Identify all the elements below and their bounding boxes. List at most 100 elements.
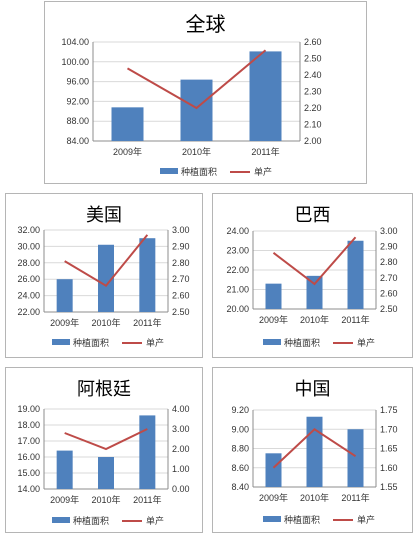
x-tick-label: 2009年	[113, 146, 142, 157]
y-right-tick-label: 2.10	[304, 120, 322, 130]
legend-bar-label: 种植面积	[284, 514, 320, 526]
y-left-tick-label: 9.00	[231, 424, 249, 434]
y-left-tick-label: 92.00	[66, 96, 89, 106]
y-left-tick-label: 24.00	[17, 291, 40, 301]
y-left-tick-label: 22.00	[17, 307, 40, 317]
y-left-tick-label: 88.00	[66, 116, 89, 126]
bar-2011年	[347, 429, 364, 487]
bar-2010年	[98, 457, 114, 489]
legend-bar-label: 种植面积	[73, 337, 109, 349]
chart-title: 美国	[86, 205, 122, 226]
y-right-tick-label: 2.50	[380, 304, 398, 314]
chart-svg-usa: 22.00 24.00 26.00 28.00 30.00 32.00 2.50 2.60 2.…	[17, 225, 190, 349]
chart-panel-brazil: 巴西 20.00 21.00 22.00 23.00 24.00 2.50 2.60 2.70…	[212, 193, 413, 358]
y-left-tick-label: 15.00	[17, 468, 40, 478]
y-left-tick-label: 8.60	[231, 463, 249, 473]
y-right-tick-label: 2.80	[380, 257, 398, 267]
y-right-tick-label: 2.30	[304, 87, 322, 97]
bar-2011年	[249, 51, 282, 141]
y-right-tick-label: 2.60	[172, 291, 190, 301]
y-right-tick-label: 1.60	[380, 463, 398, 473]
y-left-tick-label: 8.40	[231, 482, 249, 492]
bar-2009年	[111, 107, 144, 141]
x-tick-label: 2009年	[50, 317, 79, 328]
y-left-tick-label: 14.00	[17, 484, 40, 494]
legend-line-label: 单产	[357, 514, 375, 526]
y-right-tick-label: 2.00	[304, 136, 322, 146]
chart-title: 全球	[185, 12, 226, 36]
y-right-tick-label: 0.00	[172, 484, 190, 494]
y-left-tick-label: 100.00	[61, 57, 89, 67]
y-left-tick-label: 18.00	[17, 420, 40, 430]
x-tick-label: 2011年	[251, 146, 279, 157]
y-right-tick-label: 3.00	[172, 225, 190, 235]
x-tick-label: 2010年	[91, 494, 120, 505]
chart-title: 中国	[294, 379, 331, 400]
x-tick-label: 2010年	[91, 317, 120, 328]
bar-2010年	[306, 416, 323, 487]
bar-2009年	[56, 279, 73, 312]
y-left-tick-label: 16.00	[17, 452, 40, 462]
chart-title: 巴西	[294, 205, 331, 226]
legend-bar-swatch	[52, 339, 70, 345]
x-tick-label: 2011年	[133, 317, 161, 328]
legend-line-label: 单产	[254, 166, 272, 178]
y-left-tick-label: 32.00	[17, 225, 40, 235]
bar-2009年	[265, 283, 282, 309]
chart-svg-china: 8.40 8.60 8.80 9.00 9.20 1.55 1.60 1.65 1.70 1.75…	[231, 405, 398, 526]
x-tick-label: 2010年	[182, 146, 211, 157]
y-left-tick-label: 84.00	[66, 136, 89, 146]
legend-line-label: 单产	[146, 337, 164, 349]
bar-2009年	[56, 450, 73, 489]
legend-line-label: 单产	[357, 337, 375, 349]
x-tick-label: 2009年	[259, 314, 288, 325]
y-left-tick-label: 24.00	[226, 226, 249, 236]
bar-2009年	[265, 453, 282, 487]
bar-2010年	[306, 275, 323, 309]
bar-2010年	[180, 79, 213, 141]
legend-bar-label: 种植面积	[181, 166, 217, 178]
x-tick-label: 2011年	[133, 494, 161, 505]
y-left-tick-label: 28.00	[17, 258, 40, 268]
y-right-tick-label: 1.55	[380, 482, 398, 492]
chart-panel-argentina: 阿根廷 14.00 15.00 16.00 17.00 18.00 19.00 0.00 1.…	[5, 367, 203, 533]
y-left-tick-label: 23.00	[226, 246, 249, 256]
chart-svg-argentina: 14.00 15.00 16.00 17.00 18.00 19.00 0.00 1.00 2.…	[17, 404, 190, 527]
bar-2010年	[98, 244, 114, 312]
chart-svg-global: 84.00 88.00 92.00 96.00 100.00 104.00 2.00 2.10…	[61, 37, 322, 178]
y-right-tick-label: 1.00	[172, 464, 190, 474]
y-left-tick-label: 20.00	[226, 304, 249, 314]
y-right-tick-label: 2.80	[172, 258, 190, 268]
legend-bar-swatch	[263, 339, 281, 345]
y-right-tick-label: 2.50	[304, 54, 322, 64]
y-right-tick-label: 3.00	[380, 226, 398, 236]
legend-bar-swatch	[160, 168, 178, 174]
legend-line-label: 单产	[146, 515, 164, 527]
y-right-tick-label: 2.90	[380, 242, 398, 252]
y-left-tick-label: 104.00	[61, 37, 89, 47]
bar-2011年	[139, 415, 156, 489]
y-right-tick-label: 2.60	[380, 288, 398, 298]
legend-bar-swatch	[52, 517, 70, 523]
y-left-tick-label: 30.00	[17, 241, 40, 251]
legend-bar-label: 种植面积	[73, 515, 109, 527]
chart-panel-global: 全球 84.00 88.00 92.00 96.00 100.00 104.00 2.00 2…	[44, 1, 367, 184]
y-right-tick-label: 2.90	[172, 241, 190, 251]
chart-panel-usa: 美国 22.00 24.00 26.00 28.00 30.00 32.00 2.50 2.6…	[5, 193, 203, 358]
y-right-tick-label: 2.50	[172, 307, 190, 317]
bar-2011年	[347, 240, 364, 309]
y-right-tick-label: 2.60	[304, 37, 322, 47]
chart-svg-brazil: 20.00 21.00 22.00 23.00 24.00 2.50 2.60 2.70 2.8…	[226, 226, 398, 349]
yield-line	[64, 428, 148, 451]
y-right-tick-label: 4.00	[172, 404, 190, 414]
chart-title: 阿根廷	[77, 379, 131, 400]
y-left-tick-label: 17.00	[17, 436, 40, 446]
y-right-tick-label: 1.65	[380, 444, 398, 454]
y-right-tick-label: 2.70	[380, 273, 398, 283]
y-left-tick-label: 96.00	[66, 77, 89, 87]
y-left-tick-label: 19.00	[17, 404, 40, 414]
legend-bar-swatch	[263, 516, 281, 522]
y-left-tick-label: 21.00	[226, 285, 249, 295]
y-left-tick-label: 8.80	[231, 444, 249, 454]
y-left-tick-label: 26.00	[17, 274, 40, 284]
